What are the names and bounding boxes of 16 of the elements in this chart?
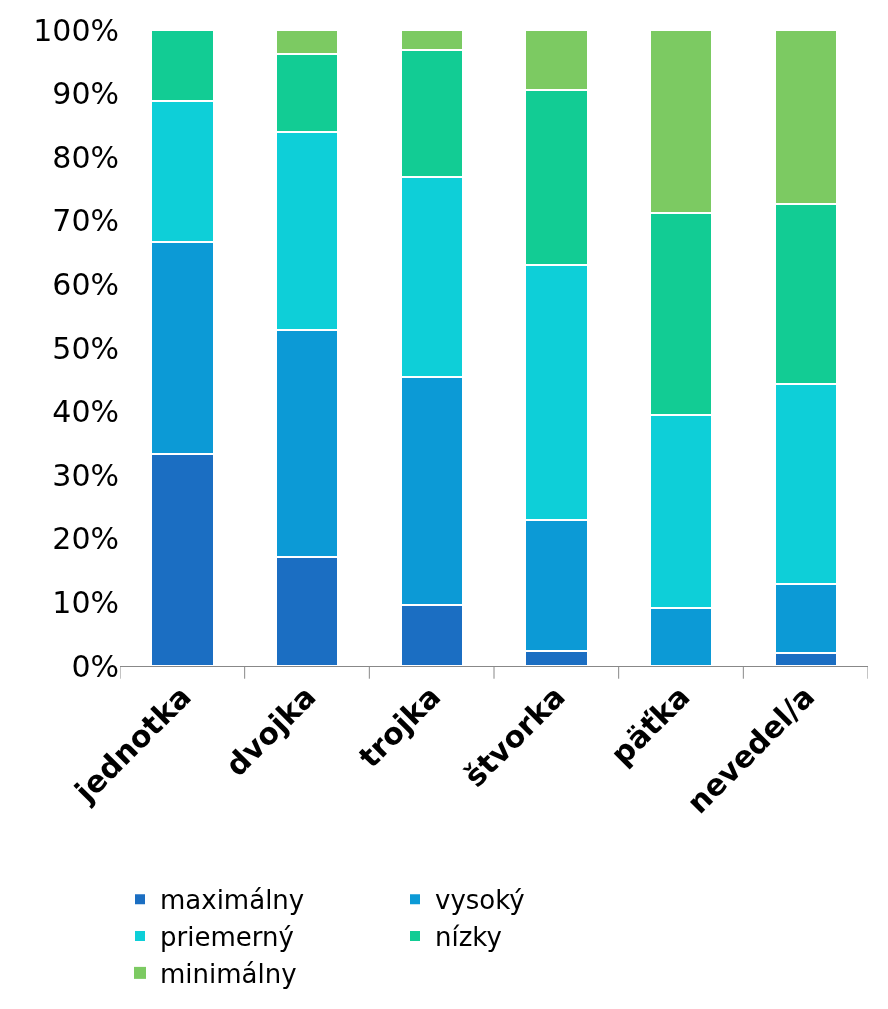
y-tick-label: 30% xyxy=(52,457,119,493)
legend-label: minimálny xyxy=(160,959,297,990)
y-tick-label: 100% xyxy=(33,12,119,48)
legend-label: priemerný xyxy=(160,922,294,953)
y-tick-label: 40% xyxy=(52,394,119,430)
y-tick-label: 50% xyxy=(52,330,119,366)
y-tick-label: 20% xyxy=(52,521,119,557)
y-tick-label: 90% xyxy=(52,76,119,112)
y-tick-label: 60% xyxy=(52,266,119,302)
legend-label: maximálny xyxy=(160,885,305,916)
y-tick-label: 80% xyxy=(52,139,119,175)
y-tick-label: 70% xyxy=(52,203,119,239)
y-tick-label: 10% xyxy=(52,584,119,620)
legend-label: nízky xyxy=(435,922,502,953)
legend-label: vysoký xyxy=(435,885,525,916)
y-tick-label: 0% xyxy=(71,648,119,684)
